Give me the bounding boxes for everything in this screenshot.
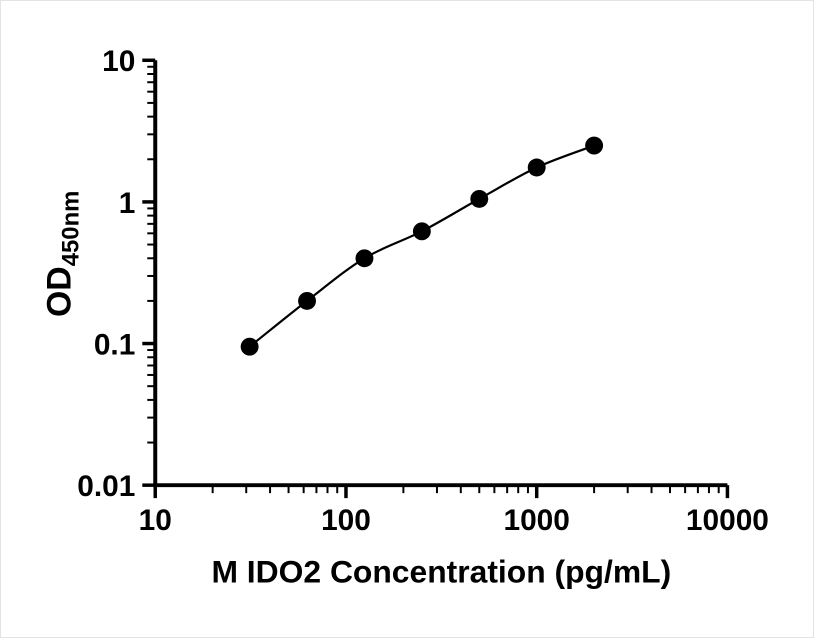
axes: [153, 60, 728, 488]
data-point: [585, 136, 604, 155]
data-point: [240, 337, 259, 356]
x-tick-label: 10000: [686, 504, 769, 537]
data-point: [412, 222, 431, 241]
fit-curve: [248, 144, 595, 348]
y-axis-title: OD450nm: [41, 191, 85, 317]
x-axis-title: M IDO2 Concentration (pg/mL): [211, 554, 671, 590]
data-point: [470, 189, 489, 208]
y-tick-label: 0.1: [94, 328, 136, 361]
y-tick-label: 10: [102, 45, 135, 78]
x-tick-label: 1000: [503, 504, 569, 537]
ticks: [142, 58, 730, 499]
data-point: [298, 291, 316, 310]
data-point: [527, 158, 546, 177]
y-tick-label: 1: [119, 187, 136, 220]
x-tick-label: 100: [321, 504, 371, 537]
data-point: [355, 249, 374, 268]
x-tick-label: 10: [139, 504, 172, 537]
y-tick-label: 0.01: [77, 470, 135, 503]
data-series: [240, 136, 604, 356]
tick-labels: 10 100 1000 10000 0.01 0.1 1 10: [77, 45, 769, 537]
